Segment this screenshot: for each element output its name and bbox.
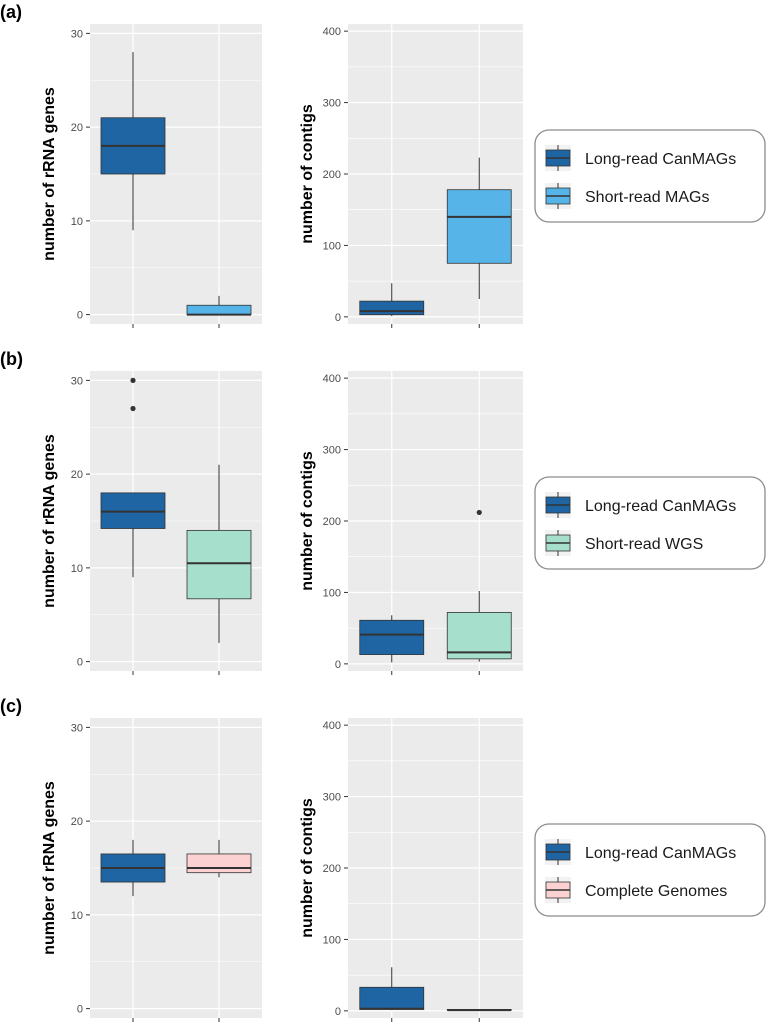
- y-tick-label: 20: [71, 469, 83, 481]
- box-long-read-canmags: [100, 52, 166, 231]
- box-iqr: [446, 189, 512, 264]
- y-axis-label: number of rRNA genes: [41, 87, 58, 261]
- box-short-read-wgs: [186, 464, 252, 643]
- y-tick-label: 30: [71, 28, 83, 40]
- panel-label: (a): [0, 2, 22, 22]
- box-iqr: [359, 300, 425, 316]
- outlier-point: [476, 509, 482, 516]
- outlier-point: [130, 377, 136, 383]
- chart-panel: 0 10 20 30 number of rRNA genes: [41, 24, 262, 328]
- y-tick-label: 100: [323, 587, 341, 599]
- chart-panel: 0 100 200 300 400 number of contigs: [299, 24, 523, 328]
- y-tick-label: 300: [323, 792, 341, 804]
- box-long-read-canmags: [100, 839, 166, 897]
- box-long-read-canmags: [359, 967, 425, 1011]
- box-long-read-canmags: [100, 377, 166, 578]
- y-tick-label: 10: [71, 563, 83, 575]
- box-iqr: [186, 529, 252, 600]
- chart-panel: 0 10 20 30 number of rRNA genes: [41, 718, 262, 1022]
- box-iqr: [186, 304, 252, 316]
- legend-label: Long-read CanMAGs: [585, 151, 736, 168]
- box-iqr: [186, 853, 252, 874]
- y-axis-label: number of contigs: [299, 451, 316, 591]
- legend-item: Short-read WGS: [545, 530, 703, 556]
- y-tick-label: 30: [71, 722, 83, 734]
- box-iqr: [359, 986, 425, 1010]
- legend-label: Complete Genomes: [585, 883, 727, 900]
- chart-panel: 0 100 200 300 400 number of contigs: [299, 371, 523, 675]
- y-tick-label: 10: [71, 910, 83, 922]
- y-tick-label: 0: [335, 659, 341, 671]
- y-tick-label: 400: [323, 373, 341, 385]
- box-complete-genomes: [446, 1009, 512, 1012]
- y-tick-label: 200: [323, 516, 341, 528]
- legend-item: Long-read CanMAGs: [545, 839, 736, 865]
- y-axis-label: number of contigs: [299, 798, 316, 938]
- outlier-point: [130, 405, 136, 412]
- y-tick-label: 0: [77, 1004, 83, 1016]
- y-tick-label: 200: [323, 863, 341, 875]
- legend: Long-read CanMAGs Complete Genomes: [534, 823, 766, 917]
- legend-label: Short-read MAGs: [585, 189, 709, 206]
- panel-label: (c): [0, 696, 22, 716]
- box-complete-genomes: [186, 839, 252, 878]
- y-tick-label: 0: [335, 312, 341, 324]
- box-long-read-canmags: [359, 615, 425, 663]
- y-tick-label: 100: [323, 934, 341, 946]
- box-long-read-canmags: [359, 283, 425, 317]
- panel-label: (b): [0, 349, 23, 369]
- y-tick-label: 0: [77, 657, 83, 669]
- legend-label: Long-read CanMAGs: [585, 498, 736, 515]
- box-iqr: [446, 612, 512, 660]
- box-short-read-wgs: [446, 509, 512, 662]
- chart-panel: 0 100 200 300 400 number of contigs: [299, 718, 523, 1022]
- legend-frame: [534, 476, 766, 570]
- y-tick-label: 0: [335, 1006, 341, 1018]
- box-short-read-mags: [186, 295, 252, 316]
- y-tick-label: 20: [71, 122, 83, 134]
- legend-label: Long-read CanMAGs: [585, 845, 736, 862]
- y-tick-label: 30: [71, 375, 83, 387]
- y-tick-label: 400: [323, 26, 341, 38]
- chart-panel: 0 10 20 30 number of rRNA genes: [41, 371, 262, 675]
- y-tick-label: 300: [323, 445, 341, 457]
- y-tick-label: 100: [323, 240, 341, 252]
- legend: Long-read CanMAGs Short-read WGS: [534, 476, 766, 570]
- y-axis-label: number of rRNA genes: [41, 434, 58, 608]
- box-iqr: [359, 619, 425, 655]
- y-tick-label: 0: [77, 310, 83, 322]
- y-tick-label: 20: [71, 816, 83, 828]
- y-tick-label: 10: [71, 216, 83, 228]
- legend-item: Long-read CanMAGs: [545, 145, 736, 171]
- y-tick-label: 300: [323, 98, 341, 110]
- y-tick-label: 400: [323, 720, 341, 732]
- y-axis-label: number of contigs: [299, 104, 316, 244]
- legend-frame: [534, 129, 766, 223]
- legend-item: Long-read CanMAGs: [545, 492, 736, 518]
- box-short-read-mags: [446, 157, 512, 299]
- legend-item: Complete Genomes: [545, 877, 727, 903]
- legend-frame: [534, 823, 766, 917]
- y-tick-label: 200: [323, 169, 341, 181]
- legend-item: Short-read MAGs: [545, 183, 709, 209]
- legend: Long-read CanMAGs Short-read MAGs: [534, 129, 766, 223]
- y-axis-label: number of rRNA genes: [41, 781, 58, 955]
- legend-label: Short-read WGS: [585, 536, 703, 553]
